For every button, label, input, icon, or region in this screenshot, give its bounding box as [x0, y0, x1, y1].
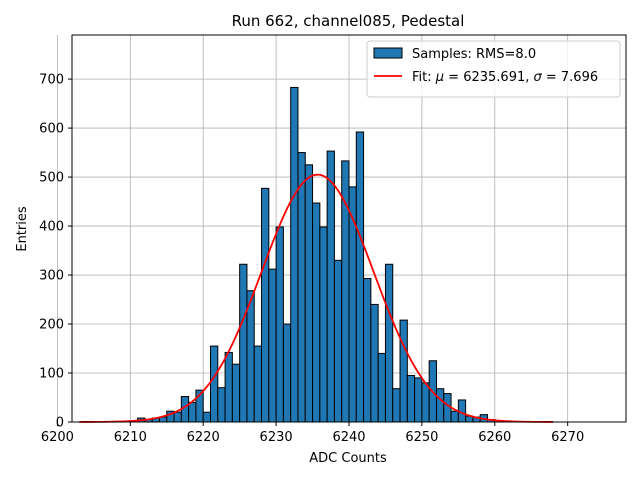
- chart-title: Run 662, channel085, Pedestal: [232, 12, 465, 30]
- y-tick-label: 600: [39, 122, 64, 137]
- histogram-bars: [137, 86, 496, 423]
- x-tick-label: 6230: [260, 430, 293, 445]
- histogram-bar: [275, 226, 284, 423]
- histogram-bar: [392, 388, 401, 423]
- histogram-bar: [450, 410, 459, 423]
- histogram-bar: [363, 277, 372, 423]
- legend-samples-label: Samples: RMS=8.0: [412, 47, 536, 62]
- histogram-bar: [239, 263, 248, 423]
- legend-box: [366, 40, 621, 98]
- y-axis-ticks: 0 100 200 300 400 500 600 700: [39, 73, 72, 431]
- histogram-bar: [297, 152, 306, 423]
- histogram-bar: [414, 377, 423, 423]
- histogram-bar: [333, 259, 343, 423]
- histogram-bar: [246, 290, 255, 423]
- y-tick-label: 700: [39, 73, 64, 88]
- histogram-bar: [224, 351, 233, 423]
- y-tick-label: 100: [39, 367, 64, 382]
- histogram-bar: [399, 319, 408, 423]
- y-tick-label: 300: [39, 269, 64, 284]
- legend-samples-swatch: [373, 47, 403, 59]
- histogram-bar: [377, 352, 386, 423]
- histogram-bar: [406, 374, 416, 423]
- x-tick-label: 6200: [41, 430, 74, 445]
- x-tick-label: 6250: [405, 430, 438, 445]
- x-tick-label: 6240: [332, 430, 365, 445]
- x-tick-label: 6270: [551, 430, 584, 445]
- histogram-bar: [443, 393, 452, 423]
- y-tick-label: 0: [56, 416, 64, 431]
- histogram-bar: [326, 150, 335, 423]
- x-tick-label: 6220: [187, 430, 220, 445]
- histogram-bar: [188, 401, 197, 423]
- legend-fit-sigma-value: = 7.696: [542, 70, 598, 85]
- histogram-bar: [202, 411, 211, 423]
- histogram-bar: [384, 263, 394, 423]
- y-tick-label: 400: [39, 220, 64, 235]
- histogram-bar: [253, 345, 263, 423]
- legend-fit-mu-value: = 6235.691,: [444, 70, 533, 85]
- y-tick-label: 200: [39, 318, 64, 333]
- histogram-bar: [355, 131, 365, 423]
- histogram-bar: [217, 387, 226, 423]
- histogram-bar: [210, 345, 219, 423]
- x-tick-label: 6210: [114, 430, 147, 445]
- histogram-bar: [435, 388, 445, 423]
- x-axis-label: ADC Counts: [309, 451, 387, 466]
- histogram-bar: [319, 226, 328, 423]
- legend: Samples: RMS=8.0 Fit: μ = 6235.691, σ = …: [366, 40, 621, 98]
- legend-fit-sigma-symbol: σ: [534, 70, 543, 85]
- histogram-bar: [231, 363, 241, 423]
- histogram-bar: [304, 164, 314, 423]
- fit-curve: [79, 173, 554, 423]
- histogram-bar: [290, 86, 299, 423]
- histogram-bar: [268, 268, 277, 423]
- histogram-bar: [421, 382, 430, 423]
- x-tick-label: 6260: [478, 430, 511, 445]
- x-axis-ticks: 6200 6210 6220 6230 6240 6250 6260 6270: [41, 422, 584, 445]
- legend-fit-prefix: Fit:: [412, 70, 436, 85]
- legend-fit-label: Fit: μ = 6235.691, σ = 7.696: [412, 70, 598, 85]
- histogram-bar: [261, 187, 270, 423]
- fit-curve-layer: [79, 173, 554, 423]
- y-axis-label: Entries: [15, 206, 30, 252]
- legend-fit-mu-symbol: μ: [435, 70, 444, 85]
- histogram-bar: [312, 202, 321, 423]
- histogram-bar: [173, 411, 182, 423]
- y-tick-label: 500: [39, 171, 64, 186]
- histogram-bar: [370, 303, 379, 423]
- histogram-bar: [282, 323, 292, 423]
